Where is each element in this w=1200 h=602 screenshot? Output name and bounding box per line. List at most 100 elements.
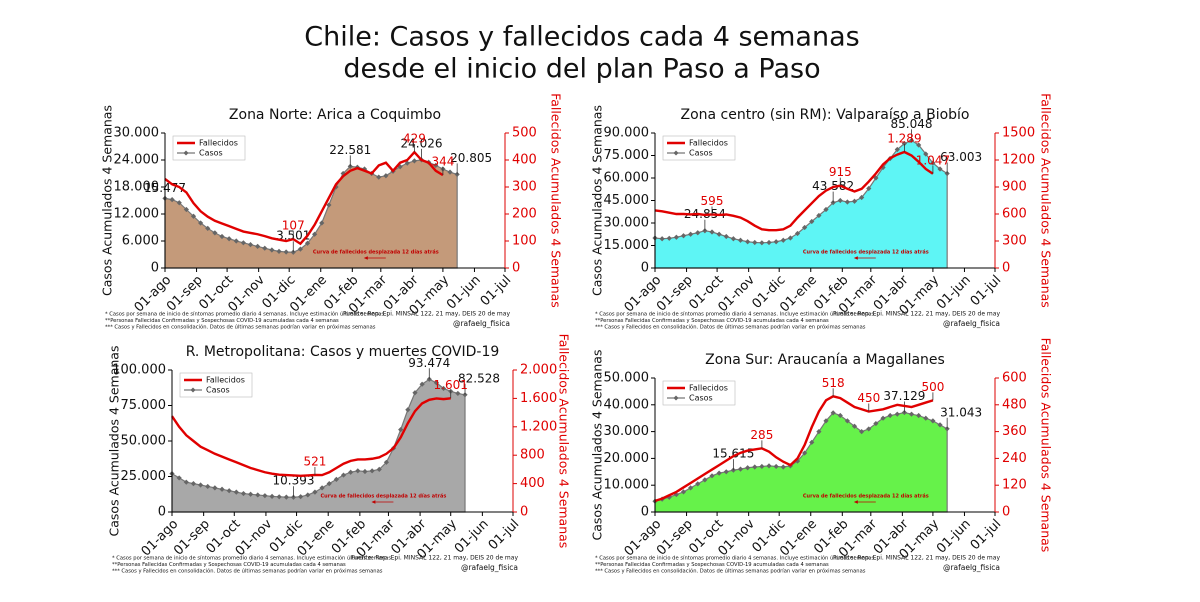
value-label: 10.393 — [272, 474, 314, 488]
y-tick-label: 30.000 — [604, 424, 650, 439]
case-marker — [851, 198, 858, 204]
case-marker — [766, 463, 772, 469]
chart-panel: Zona Sur: Araucanía a Magallanes 15.615 37… — [590, 338, 1054, 575]
case-marker — [709, 229, 715, 235]
case-marker — [787, 235, 793, 241]
case-marker — [923, 151, 929, 157]
source: Fuente: Rep. Epi. MINSAL 122, 21 may, DE… — [343, 311, 510, 318]
case-marker — [894, 146, 900, 153]
legend-box — [662, 380, 736, 406]
case-marker — [830, 410, 836, 416]
value-label: 63.003 — [940, 150, 982, 164]
case-marker — [866, 185, 872, 192]
case-marker — [866, 426, 872, 432]
x-tick-label: 01-jul — [968, 517, 1005, 554]
case-marker — [361, 166, 368, 172]
case-marker — [688, 231, 694, 237]
case-marker — [319, 220, 325, 226]
legend-marker — [190, 387, 196, 393]
value-label: 595 — [701, 194, 724, 208]
case-marker — [752, 464, 758, 470]
y-tick-label: 0 — [158, 505, 166, 520]
case-marker — [219, 486, 225, 492]
case-marker — [298, 494, 304, 500]
value-label: 344 — [431, 155, 454, 169]
shift-note: Curva de fallecidos desplazada 12 días a… — [321, 493, 447, 500]
case-marker — [305, 492, 311, 498]
case-marker — [376, 466, 382, 472]
case-marker — [226, 488, 232, 494]
footnote: *** Casos y Fallecidos en consolidación.… — [112, 568, 383, 575]
y2-tick-label: 900 — [1002, 180, 1027, 195]
case-marker — [348, 469, 354, 475]
x-tick-label: 01-sep — [654, 273, 696, 315]
case-marker — [816, 212, 822, 219]
y2-tick-label: 600 — [1002, 371, 1027, 386]
y-tick-label: 0 — [641, 505, 649, 520]
y2-tick-label: 120 — [1002, 478, 1027, 493]
case-marker — [809, 439, 815, 445]
legend-label: Casos — [689, 149, 713, 158]
y2-tick-label: 1.600 — [520, 391, 557, 406]
case-marker — [404, 160, 410, 166]
y-tick-label: 25.000 — [121, 469, 167, 484]
value-label: 500 — [921, 380, 944, 394]
x-tick-label: 01-jun — [934, 273, 974, 313]
y2-tick-label: 200 — [512, 207, 537, 222]
case-marker — [219, 233, 225, 240]
footnote: *** Casos y Fallecidos en consolidación.… — [105, 324, 376, 331]
legend-label: Casos — [206, 386, 230, 395]
case-marker — [240, 240, 246, 246]
legend-label: Casos — [689, 394, 713, 403]
case-marker — [794, 230, 801, 237]
y-tick-label: 15.000 — [604, 238, 650, 253]
credit: @rafaelg_fisica — [943, 319, 1000, 328]
y2-tick-label: 1.200 — [520, 419, 557, 434]
case-marker — [766, 239, 772, 246]
case-marker — [916, 412, 922, 419]
y2-tick-label: 400 — [520, 476, 545, 491]
case-marker — [176, 475, 182, 481]
page-title: Chile: Casos y fallecidos cada 4 semanas — [304, 22, 859, 53]
legend-label: Fallecidos — [689, 139, 728, 148]
shift-arrowhead — [853, 256, 858, 260]
page-subtitle: desde el inicio del plan Paso a Paso — [343, 54, 820, 85]
chart-title: R. Metropolitana: Casos y muertes COVID-… — [186, 344, 500, 360]
case-marker — [297, 246, 303, 252]
x-tick-label: 01-sep — [654, 517, 696, 559]
value-label: 15.615 — [712, 447, 754, 461]
case-marker — [312, 489, 318, 495]
case-marker — [723, 469, 729, 475]
footnote: * Casos por semana de inicio de síntomas… — [595, 555, 876, 562]
case-marker — [773, 239, 779, 245]
chart-title: Zona Norte: Arica a Coquimbo — [229, 107, 441, 123]
credit: @rafaelg_fisica — [461, 563, 518, 572]
y-tick-label: 12.000 — [114, 207, 160, 222]
legend-box — [172, 135, 246, 161]
case-marker — [780, 464, 786, 470]
case-marker — [901, 140, 908, 147]
case-marker — [340, 472, 347, 478]
case-marker — [930, 160, 936, 166]
case-marker — [673, 234, 679, 240]
y-tick-label: 40.000 — [604, 397, 650, 412]
case-marker — [212, 485, 218, 491]
case-marker — [666, 494, 672, 500]
legend-label: Fallecidos — [206, 376, 245, 385]
legend-marker — [673, 395, 679, 401]
case-marker — [190, 213, 197, 219]
value-label: 915 — [829, 165, 852, 179]
case-marker — [255, 492, 261, 498]
deaths-line — [171, 397, 451, 477]
y2-tick-label: 360 — [1002, 424, 1027, 439]
case-marker — [433, 380, 440, 386]
case-marker — [333, 476, 339, 482]
deaths-line — [654, 150, 934, 232]
x-tick-label: 01-jun — [444, 273, 484, 313]
y-tick-label: 75.000 — [604, 148, 650, 163]
value-label: 31.043 — [940, 405, 982, 419]
case-marker — [283, 494, 289, 500]
credit: @rafaelg_fisica — [943, 563, 1000, 572]
case-marker — [680, 233, 687, 239]
value-label: 107 — [282, 219, 305, 233]
